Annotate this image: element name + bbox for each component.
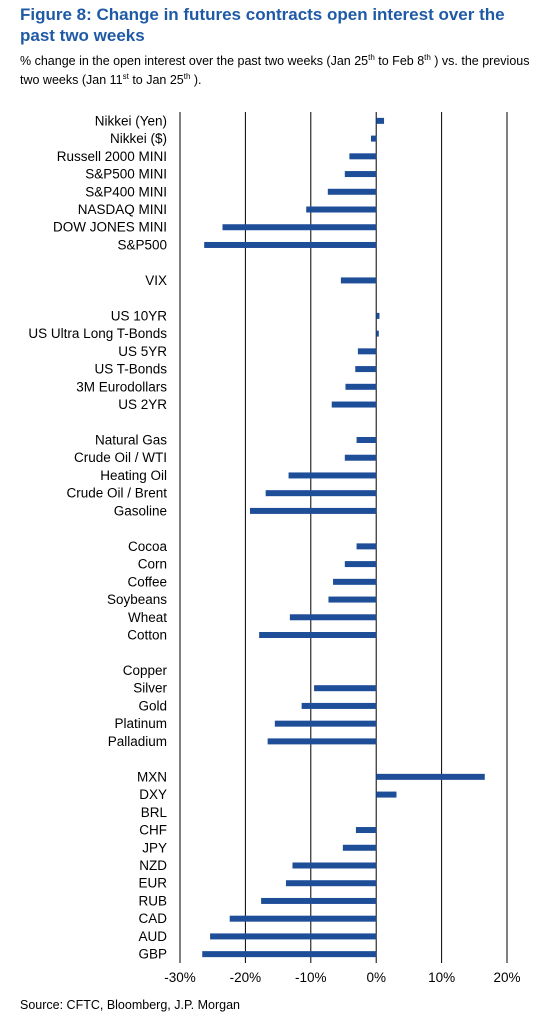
category-labels: Nikkei (Yen) Nikkei ($) Russell 2000 MINI S… bbox=[28, 113, 167, 961]
bar bbox=[331, 401, 377, 408]
bar bbox=[267, 738, 377, 745]
bar bbox=[376, 312, 380, 319]
x-tick-label: 20% bbox=[493, 970, 520, 985]
category-label: RUB bbox=[138, 893, 167, 908]
category-label: EUR bbox=[138, 876, 167, 891]
bar bbox=[345, 383, 377, 390]
x-tick-label: 0% bbox=[366, 970, 386, 985]
bar bbox=[289, 614, 377, 621]
bar-chart: Nikkei (Yen) Nikkei ($) Russell 2000 MINI S… bbox=[28, 112, 521, 985]
bar bbox=[229, 915, 377, 922]
bar bbox=[222, 224, 377, 231]
bar bbox=[249, 507, 377, 514]
page-title: Figure 8: Change in futures contracts op… bbox=[20, 5, 505, 45]
bar bbox=[314, 685, 377, 692]
category-label: Heating Oil bbox=[100, 468, 167, 483]
bar bbox=[259, 632, 377, 639]
category-label: S&P500 MINI bbox=[85, 167, 167, 182]
category-label: DXY bbox=[139, 787, 167, 802]
category-label: US 2YR bbox=[118, 397, 167, 412]
x-axis-ticks: -30% -20% -10% 0% 10% 20% bbox=[164, 970, 520, 985]
category-label: Cotton bbox=[127, 628, 167, 643]
category-label: Nikkei (Yen) bbox=[95, 113, 167, 128]
category-label: NZD bbox=[139, 858, 167, 873]
bar bbox=[376, 330, 379, 337]
bar bbox=[344, 454, 377, 461]
category-label: S&P400 MINI bbox=[85, 184, 167, 199]
category-label: Wheat bbox=[128, 610, 167, 625]
category-label: S&P500 bbox=[117, 237, 167, 252]
bar bbox=[376, 791, 397, 798]
x-tick-label: 10% bbox=[428, 970, 455, 985]
bar bbox=[288, 472, 377, 479]
category-label: BRL bbox=[141, 805, 168, 820]
category-label: Cocoa bbox=[128, 539, 168, 554]
category-label: Crude Oil / WTI bbox=[74, 450, 167, 465]
bar bbox=[344, 561, 377, 568]
category-label: Russell 2000 MINI bbox=[57, 149, 167, 164]
category-label: AUD bbox=[138, 929, 167, 944]
x-tick-label: -20% bbox=[230, 970, 262, 985]
bar bbox=[202, 951, 377, 958]
category-label: Palladium bbox=[108, 734, 167, 749]
bars bbox=[202, 117, 485, 958]
category-label: GBP bbox=[138, 947, 167, 962]
category-label: Natural Gas bbox=[95, 432, 167, 447]
bar bbox=[333, 578, 377, 585]
bar bbox=[340, 277, 377, 284]
x-tick-label: -10% bbox=[295, 970, 327, 985]
category-label: Nikkei ($) bbox=[110, 131, 167, 146]
bar bbox=[356, 543, 377, 550]
category-label: Gold bbox=[138, 698, 167, 713]
bar bbox=[376, 117, 385, 124]
bar bbox=[204, 241, 377, 248]
chart-subtitle: % change in the open interest over the p… bbox=[20, 52, 530, 87]
bar bbox=[292, 862, 377, 869]
category-label: US T-Bonds bbox=[94, 362, 167, 377]
category-label: CHF bbox=[139, 823, 167, 838]
category-label: Coffee bbox=[127, 574, 167, 589]
category-label: CAD bbox=[138, 911, 167, 926]
bar bbox=[370, 135, 377, 142]
bar bbox=[355, 366, 377, 373]
bar bbox=[376, 773, 485, 780]
category-label: US 5YR bbox=[118, 344, 167, 359]
category-label: JPY bbox=[142, 840, 167, 855]
bar bbox=[328, 596, 377, 603]
bar bbox=[342, 844, 377, 851]
bar bbox=[344, 171, 377, 178]
bar bbox=[274, 720, 377, 727]
bar bbox=[285, 880, 377, 887]
category-label: US Ultra Long T-Bonds bbox=[28, 326, 167, 341]
bar bbox=[265, 490, 377, 497]
category-label: MXN bbox=[137, 769, 167, 784]
x-tick-label: -30% bbox=[164, 970, 196, 985]
bar bbox=[355, 827, 377, 834]
category-label: Copper bbox=[123, 663, 168, 678]
bar bbox=[327, 188, 377, 195]
category-label: VIX bbox=[145, 273, 167, 288]
bar bbox=[301, 702, 377, 709]
category-label: Gasoline bbox=[114, 503, 167, 518]
category-label: DOW JONES MINI bbox=[53, 220, 167, 235]
bar bbox=[306, 206, 377, 213]
bar bbox=[210, 933, 377, 940]
category-label: NASDAQ MINI bbox=[78, 202, 167, 217]
category-label: Silver bbox=[133, 681, 167, 696]
gridlines bbox=[179, 112, 508, 963]
category-label: US 10YR bbox=[111, 308, 168, 323]
category-label: Crude Oil / Brent bbox=[66, 486, 167, 501]
category-label: Platinum bbox=[114, 716, 167, 731]
bar bbox=[356, 436, 377, 443]
bar bbox=[357, 348, 377, 355]
category-label: 3M Eurodollars bbox=[76, 379, 167, 394]
category-label: Corn bbox=[138, 557, 167, 572]
bar bbox=[261, 897, 377, 904]
bar bbox=[349, 153, 377, 160]
category-label: Soybeans bbox=[107, 592, 167, 607]
source-note: Source: CFTC, Bloomberg, J.P. Morgan bbox=[20, 998, 240, 1012]
